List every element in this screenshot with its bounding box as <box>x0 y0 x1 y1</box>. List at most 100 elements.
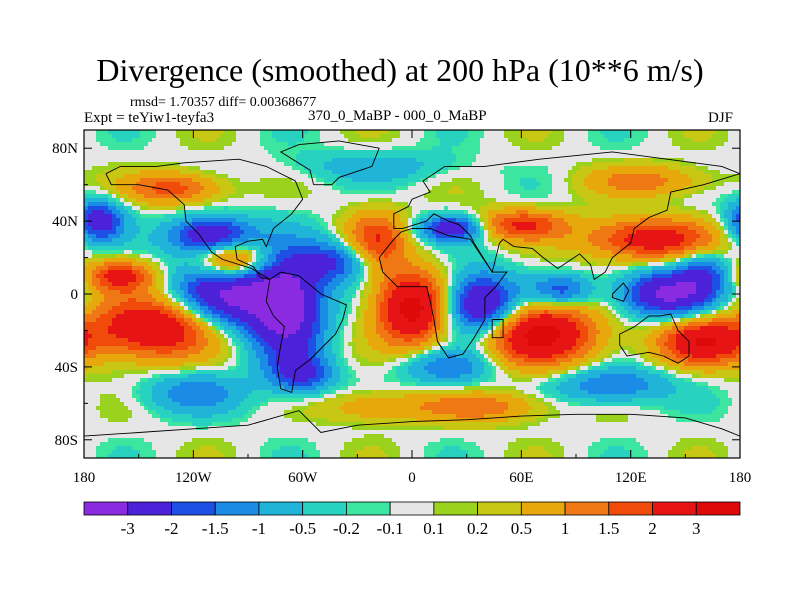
field-cell <box>344 330 353 335</box>
field-cell <box>732 262 737 267</box>
field-cell <box>380 334 393 339</box>
field-cell <box>224 130 237 135</box>
field-cell <box>188 310 193 315</box>
field-cell <box>160 246 181 251</box>
field-cell <box>544 394 553 399</box>
field-cell <box>84 254 93 259</box>
field-cell <box>720 286 725 291</box>
field-cell <box>448 310 453 315</box>
field-cell <box>736 234 740 239</box>
field-cell <box>732 234 737 239</box>
field-cell <box>612 330 653 335</box>
field-cell <box>676 262 689 267</box>
field-cell <box>384 294 393 299</box>
field-cell <box>140 402 145 407</box>
field-cell <box>84 178 97 183</box>
field-cell <box>356 310 361 315</box>
field-cell <box>672 350 681 355</box>
field-cell <box>140 382 157 387</box>
field-cell <box>480 358 485 363</box>
field-cell <box>336 182 409 187</box>
field-cell <box>484 342 489 347</box>
field-cell <box>732 278 737 283</box>
field-cell <box>260 246 273 251</box>
field-cell <box>212 318 221 323</box>
field-cell <box>568 286 581 291</box>
field-cell <box>236 358 241 363</box>
field-cell <box>212 414 245 419</box>
field-cell <box>668 134 685 139</box>
field-cell <box>520 146 553 151</box>
field-cell <box>312 382 325 387</box>
field-cell <box>400 362 405 367</box>
field-cell <box>440 342 449 347</box>
field-cell <box>588 186 617 191</box>
colorbar-swatch <box>695 501 741 516</box>
field-cell <box>676 306 693 311</box>
field-cell <box>236 406 253 411</box>
field-cell <box>684 378 693 383</box>
field-cell <box>700 310 709 315</box>
field-cell <box>440 262 445 267</box>
field-cell <box>484 226 489 231</box>
field-cell <box>176 342 197 347</box>
field-cell <box>608 322 621 327</box>
field-cell <box>292 166 305 171</box>
field-cell <box>132 138 153 143</box>
field-cell <box>256 274 281 279</box>
field-cell <box>360 362 385 367</box>
field-cell <box>664 366 669 371</box>
field-cell <box>236 322 249 327</box>
field-cell <box>108 202 117 207</box>
field-cell <box>380 446 401 451</box>
field-cell <box>612 354 641 359</box>
field-cell <box>384 270 429 275</box>
field-cell <box>184 326 193 331</box>
field-cell <box>356 374 385 379</box>
field-cell <box>664 322 673 327</box>
field-cell <box>340 450 357 455</box>
field-cell <box>524 238 541 243</box>
field-cell <box>644 362 653 367</box>
field-cell <box>248 362 261 367</box>
field-cell <box>228 178 241 183</box>
field-cell <box>196 334 205 339</box>
field-cell <box>240 338 249 343</box>
field-cell <box>332 370 341 375</box>
field-cell <box>88 242 125 247</box>
field-cell <box>648 382 673 387</box>
colorbar-label: 1 <box>561 519 570 538</box>
field-cell <box>292 254 329 259</box>
field-cell <box>268 378 281 383</box>
field-cell <box>600 358 605 363</box>
field-cell <box>516 438 553 443</box>
field-cell <box>588 294 613 299</box>
field-cell <box>420 230 425 235</box>
field-cell <box>384 378 401 383</box>
field-cell <box>172 294 181 299</box>
field-cell <box>708 138 729 143</box>
field-cell <box>112 194 117 199</box>
field-cell <box>692 306 705 311</box>
field-cell <box>368 262 373 267</box>
field-cell <box>112 282 129 287</box>
field-cell <box>168 282 173 287</box>
field-cell <box>212 266 217 271</box>
field-cell <box>552 214 581 219</box>
field-cell <box>676 354 693 359</box>
field-cell <box>228 394 249 399</box>
field-cell <box>680 366 740 371</box>
field-cell <box>488 342 497 347</box>
field-cell <box>592 366 609 371</box>
field-cell <box>572 166 581 171</box>
field-cell <box>472 162 577 167</box>
y-tick-label: 0 <box>71 287 79 303</box>
field-cell <box>576 258 617 263</box>
field-cell <box>724 210 733 215</box>
field-cell <box>204 314 213 319</box>
field-cell <box>200 314 205 319</box>
field-cell <box>540 390 545 395</box>
field-cell <box>432 314 437 319</box>
field-cell <box>336 246 345 251</box>
field-cell <box>324 394 337 399</box>
